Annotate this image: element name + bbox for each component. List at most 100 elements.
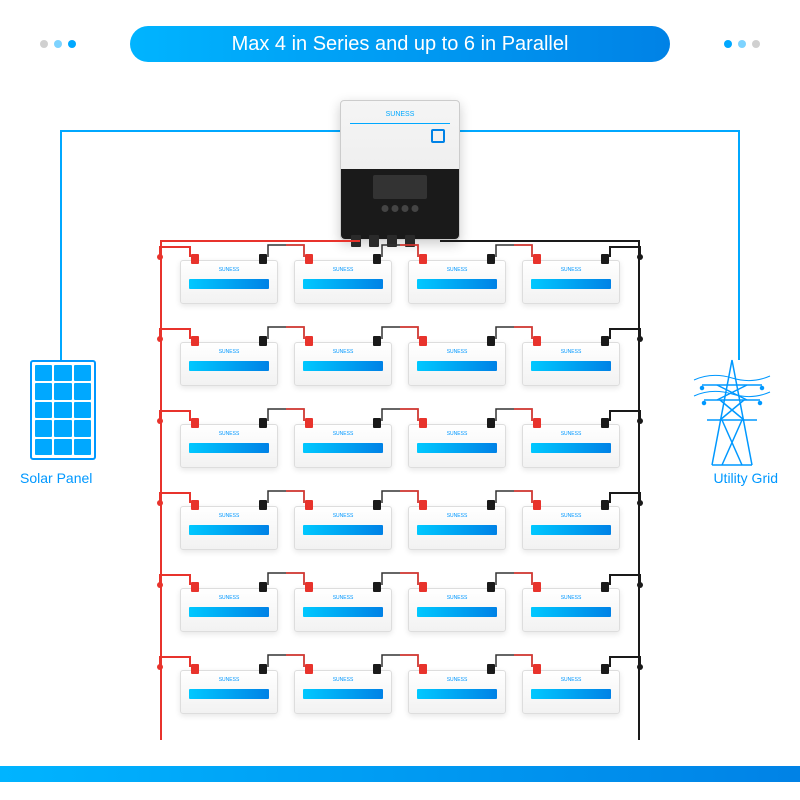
battery-unit: SUNESS (294, 260, 392, 304)
terminal-black (487, 254, 495, 264)
inverter-brand: SUNESS (386, 111, 415, 118)
battery-brand: SUNESS (219, 431, 240, 437)
terminal-black (373, 418, 381, 428)
terminal-red (419, 664, 427, 674)
terminal-black (601, 336, 609, 346)
wiring-diagram: SUNESS Solar Panel (0, 80, 800, 770)
inverter-buttons (382, 205, 419, 212)
battery-brand: SUNESS (561, 677, 582, 683)
battery-brand: SUNESS (219, 349, 240, 355)
battery-strip (417, 279, 497, 289)
terminal-black (373, 254, 381, 264)
battery-unit: SUNESS (180, 260, 278, 304)
battery-unit: SUNESS (294, 588, 392, 632)
battery-unit: SUNESS (522, 342, 620, 386)
battery-brand: SUNESS (561, 513, 582, 519)
inverter-screen (373, 175, 427, 199)
battery-strip (189, 689, 269, 699)
battery-unit: SUNESS (180, 342, 278, 386)
battery-strip (417, 689, 497, 699)
terminal-black (373, 336, 381, 346)
battery-brand: SUNESS (333, 267, 354, 273)
battery-brand: SUNESS (561, 431, 582, 437)
terminal-red (533, 500, 541, 510)
solar-panel-label: Solar Panel (20, 470, 92, 486)
battery-strip (303, 525, 383, 535)
battery-bank: SUNESS SUNESS SUNESS SUNESS SUNESS SUNESS SUNE… (180, 260, 620, 752)
utility-grid-icon (692, 350, 772, 470)
battery-strip (531, 361, 611, 371)
solar-panel-icon (30, 360, 96, 460)
battery-row: SUNESSSUNESSSUNESSSUNESS (180, 342, 620, 386)
battery-unit: SUNESS (180, 424, 278, 468)
battery-brand: SUNESS (333, 513, 354, 519)
terminal-red (419, 254, 427, 264)
terminal-red (305, 254, 313, 264)
battery-unit: SUNESS (180, 670, 278, 714)
terminal-red (305, 336, 313, 346)
terminal-red (305, 582, 313, 592)
terminal-red (305, 418, 313, 428)
footer-bar (0, 766, 800, 782)
battery-brand: SUNESS (447, 349, 468, 355)
battery-strip (531, 279, 611, 289)
battery-brand: SUNESS (333, 431, 354, 437)
decor-dots-right (724, 40, 760, 48)
battery-unit: SUNESS (408, 342, 506, 386)
terminal-black (259, 418, 267, 428)
terminal-red (191, 664, 199, 674)
dot (752, 40, 760, 48)
battery-row: SUNESSSUNESSSUNESSSUNESS (180, 424, 620, 468)
battery-unit: SUNESS (522, 588, 620, 632)
battery-strip (189, 607, 269, 617)
terminal-red (533, 418, 541, 428)
battery-strip (303, 279, 383, 289)
terminal-black (601, 500, 609, 510)
battery-unit: SUNESS (408, 260, 506, 304)
dot (40, 40, 48, 48)
terminal-black (601, 664, 609, 674)
terminal-black (259, 664, 267, 674)
terminal-black (601, 254, 609, 264)
battery-brand: SUNESS (333, 677, 354, 683)
terminal-red (305, 664, 313, 674)
terminal-red (191, 254, 199, 264)
battery-unit: SUNESS (180, 588, 278, 632)
dot (738, 40, 746, 48)
battery-strip (531, 689, 611, 699)
terminal-red (533, 582, 541, 592)
battery-unit: SUNESS (408, 588, 506, 632)
terminal-red (533, 664, 541, 674)
terminal-black (373, 582, 381, 592)
battery-brand: SUNESS (447, 267, 468, 273)
terminal-black (601, 582, 609, 592)
terminal-black (373, 500, 381, 510)
inverter-device: SUNESS (340, 100, 460, 240)
battery-unit: SUNESS (180, 506, 278, 550)
battery-brand: SUNESS (219, 595, 240, 601)
battery-brand: SUNESS (447, 595, 468, 601)
battery-brand: SUNESS (219, 267, 240, 273)
terminal-black (487, 336, 495, 346)
battery-unit: SUNESS (294, 670, 392, 714)
battery-brand: SUNESS (447, 677, 468, 683)
terminal-black (259, 582, 267, 592)
battery-unit: SUNESS (522, 424, 620, 468)
terminal-red (191, 336, 199, 346)
terminal-black (259, 336, 267, 346)
decor-dots-left (40, 40, 76, 48)
terminal-red (533, 254, 541, 264)
battery-strip (531, 525, 611, 535)
battery-unit: SUNESS (408, 506, 506, 550)
battery-strip (303, 361, 383, 371)
battery-brand: SUNESS (561, 595, 582, 601)
battery-strip (417, 607, 497, 617)
dot (54, 40, 62, 48)
battery-unit: SUNESS (522, 670, 620, 714)
inverter-plugs (351, 235, 415, 247)
battery-strip (189, 443, 269, 453)
terminal-black (259, 254, 267, 264)
terminal-black (487, 500, 495, 510)
terminal-black (259, 500, 267, 510)
battery-brand: SUNESS (561, 267, 582, 273)
